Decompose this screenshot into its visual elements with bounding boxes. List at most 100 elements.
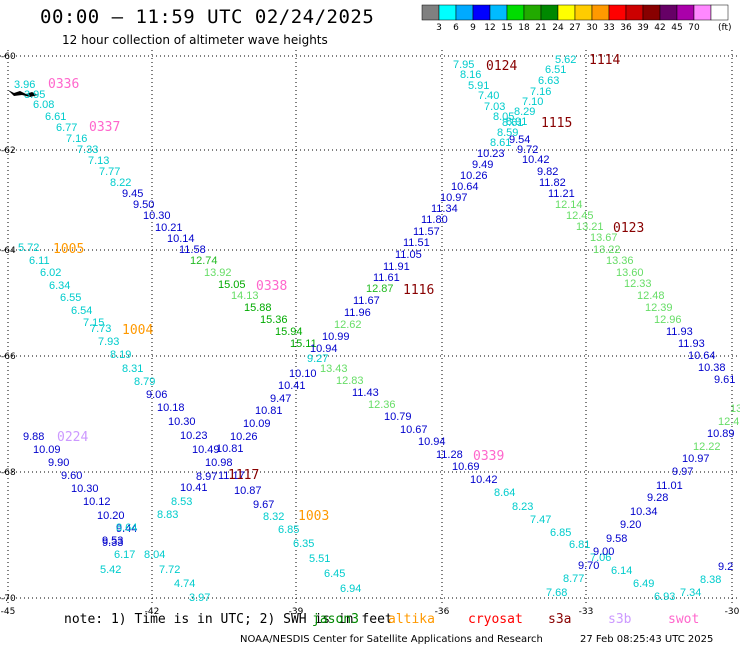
colorbar-swatch	[591, 4, 610, 21]
wave-height-value: 11.21	[548, 188, 575, 200]
wave-height-value: 10.94	[418, 436, 446, 448]
wave-height-value: 8.04	[144, 549, 165, 561]
wave-height-value: 12.87	[366, 283, 394, 295]
wave-height-value: 10.26	[460, 170, 488, 182]
colorbar-swatch	[574, 4, 593, 21]
lon-tick-label: -42	[145, 607, 160, 617]
wave-height-value: 8.83	[157, 509, 178, 521]
wave-height-value: 4.74	[174, 578, 195, 590]
wave-height-value: 12.4	[718, 416, 739, 428]
wave-height-value: 11.28	[436, 449, 463, 461]
wave-height-value: 8.91	[506, 116, 527, 128]
pass-time-label: 1005	[53, 242, 84, 257]
wave-height-value: 6.61	[45, 111, 66, 123]
pass-time-label: 0124	[486, 59, 517, 74]
wave-height-value: 8.53	[171, 496, 192, 508]
wave-height-value: 10.41	[180, 482, 208, 494]
wave-height-value: 13.60	[616, 267, 644, 279]
colorbar-swatch	[472, 4, 491, 21]
wave-height-value: 15.05	[218, 279, 246, 291]
wave-height-value: 11.05	[395, 249, 422, 261]
wave-height-value: 10.42	[470, 474, 498, 486]
wave-height-value: 11.93	[678, 338, 705, 350]
colorbar-label: 36	[620, 23, 632, 33]
wave-height-value: 8.22	[110, 177, 131, 189]
wave-height-value: 9.97	[672, 466, 693, 478]
generated-timestamp: 27 Feb 08:25:43 UTC 2025	[580, 634, 714, 645]
wave-height-value: 6.85	[550, 527, 571, 539]
footnote: note: 1) Time is in UTC; 2) SWH is in fe…	[64, 612, 393, 627]
colorbar-swatch	[659, 4, 678, 21]
wave-height-value: 10.26	[230, 431, 258, 443]
wave-height-value: 12.74	[190, 255, 218, 267]
colorbar-swatch	[710, 4, 729, 21]
colorbar-swatch	[625, 4, 644, 21]
pass-time-label: 1116	[403, 283, 434, 298]
wave-height-value: 12.48	[637, 290, 665, 302]
pass-time-label: 0336	[48, 77, 79, 92]
wave-height-value: 9.27	[307, 353, 328, 365]
colorbar-swatch	[540, 4, 559, 21]
pass-time-label: 0337	[89, 120, 120, 135]
colorbar-label: 3	[436, 23, 442, 33]
colorbar-swatch	[455, 4, 474, 21]
wave-height-value: 7.95	[453, 59, 474, 71]
wave-height-value: 7.47	[530, 514, 551, 526]
wave-height-value: 10.67	[400, 424, 428, 436]
wave-height-value: 6.08	[33, 99, 54, 111]
wave-height-value: 7.77	[99, 166, 120, 178]
pass-time-label: 0339	[473, 449, 504, 464]
wave-height-value: 12.45	[566, 210, 594, 222]
wave-height-value: 11.93	[666, 326, 693, 338]
wave-height-value: 9.33	[102, 537, 123, 549]
wave-height-value: 9.06	[146, 389, 167, 401]
wave-height-value: 10.21	[155, 222, 183, 234]
wave-height-value: 7.34	[680, 587, 701, 599]
wave-height-value: 6.93	[654, 591, 675, 603]
wave-height-value: 11.57	[413, 226, 440, 238]
wave-height-value: 9.60	[61, 470, 82, 482]
wave-height-value: 8.97	[196, 471, 217, 483]
color-scale-bar: 3 6 9 12 15 18 21 24 27 30 33 36 39 42 45 70 (ft)	[421, 4, 732, 33]
wave-height-value: 9.90	[48, 457, 69, 469]
wave-height-value: 12.22	[693, 441, 721, 453]
wave-height-value: 5.91	[468, 80, 489, 92]
wave-height-value: 8.31	[122, 363, 143, 375]
wave-height-value: 6.55	[60, 292, 81, 304]
wave-height-value: 6.63	[538, 75, 559, 87]
wave-height-value: 8.59	[497, 127, 518, 139]
wave-height-value: 11.91	[383, 261, 410, 273]
pass-time-label: 1117	[228, 468, 259, 483]
wave-height-value: 8.23	[512, 501, 533, 513]
wave-height-value: 10.41	[278, 380, 306, 392]
wave-height-value: 11.43	[352, 387, 379, 399]
wave-height-value: 10.42	[522, 154, 550, 166]
wave-height-value: 15.88	[244, 302, 272, 314]
satellite-legend-swot: swot	[668, 612, 700, 627]
pass-time-label: 1003	[298, 509, 329, 524]
wave-height-value: 11.80	[421, 214, 448, 226]
wave-height-value: 12.36	[368, 399, 396, 411]
colorbar-label: 27	[569, 23, 580, 33]
wave-height-value: 7.72	[159, 564, 180, 576]
wave-height-value: 10.99	[322, 331, 350, 343]
wave-height-value: 6.49	[633, 578, 654, 590]
pass-time-label: 1114	[589, 53, 620, 68]
lon-tick-label: -45	[1, 607, 16, 617]
wave-height-value: 8.19	[110, 349, 131, 361]
observation-points: 3.963.956.086.616.777.167.337.137.778.22…	[14, 54, 740, 604]
colorbar-label: 42	[654, 23, 665, 33]
wave-height-value: 12.96	[654, 314, 682, 326]
colorbar-label: 33	[603, 23, 614, 33]
wave-height-value: 10.94	[310, 343, 338, 355]
wave-height-value: 5.42	[100, 564, 121, 576]
wave-height-value: 9.00	[593, 546, 614, 558]
colorbar-swatch	[557, 4, 576, 21]
wave-height-value: 8.05	[493, 111, 514, 123]
wave-height-value: 9.58	[606, 533, 627, 545]
wave-height-value: 15.36	[260, 314, 288, 326]
wave-height-value: 12.14	[555, 199, 583, 211]
colorbar-swatch	[438, 4, 457, 21]
colorbar-swatch	[642, 4, 661, 21]
pass-time-label: 0123	[613, 221, 644, 236]
